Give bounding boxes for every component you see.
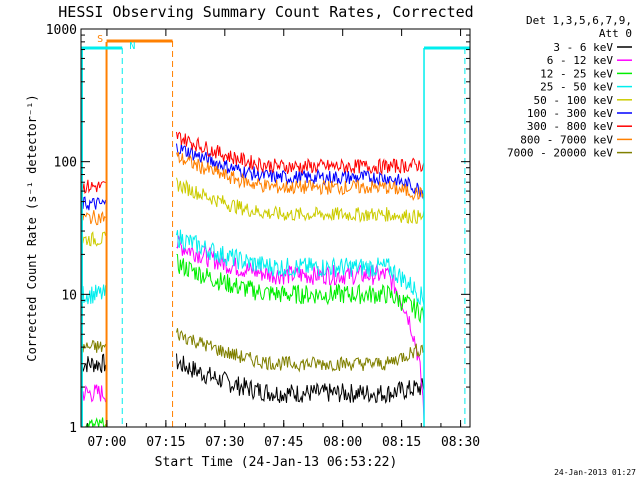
y-tick-label: 1000 xyxy=(46,23,77,38)
x-tick-label: 07:45 xyxy=(264,435,303,450)
x-tick-label: 07:30 xyxy=(205,435,244,450)
legend-entry-label: 6 - 12 keV xyxy=(547,54,614,67)
series-line xyxy=(80,151,425,226)
x-axis: 07:00 07:15 07:30 07:45 08:00 08:15 08:30 xyxy=(86,29,480,450)
legend-entry-label: 12 - 25 keV xyxy=(540,67,613,80)
legend-entry-label: 25 - 50 keV xyxy=(540,81,613,94)
legend-entry-label: 3 - 6 keV xyxy=(553,41,613,54)
legend-entry-label: 300 - 800 keV xyxy=(527,120,613,133)
legend-entry-label: 50 - 100 keV xyxy=(534,94,614,107)
y-axis-label: Corrected Count Rate (s⁻¹ detector⁻¹) xyxy=(25,94,39,361)
series-line xyxy=(80,177,425,247)
legend-entry-label: 7000 - 20000 keV xyxy=(507,147,613,160)
series-line xyxy=(80,143,425,211)
x-tick-label: 07:00 xyxy=(87,435,126,450)
footer-date: 24-Jan-2013 01:27 xyxy=(554,468,636,477)
x-axis-label: Start Time (24-Jan-13 06:53:22) xyxy=(155,455,398,470)
series-line xyxy=(80,328,425,373)
y-tick-label: 10 xyxy=(61,288,77,303)
x-tick-label: 07:15 xyxy=(146,435,185,450)
y-axis: 1 10 100 1000 xyxy=(46,23,470,436)
legend-header-line1: Det 1,3,5,6,7,9, xyxy=(526,14,632,27)
night-flag: N xyxy=(129,41,135,52)
chart-title: HESSI Observing Summary Count Rates, Cor… xyxy=(58,3,473,21)
legend-entry-label: 100 - 300 keV xyxy=(527,107,613,120)
plot-area: SN xyxy=(80,34,470,428)
legend-entry-label: 800 - 7000 keV xyxy=(520,133,613,146)
series-line xyxy=(80,131,425,194)
plot-frame xyxy=(80,28,471,428)
y-tick-label: 1 xyxy=(69,421,77,436)
legend-header-line2: Att 0 xyxy=(599,27,632,40)
series-line xyxy=(80,353,425,404)
x-tick-label: 08:30 xyxy=(441,435,480,450)
x-tick-label: 08:00 xyxy=(323,435,362,450)
y-tick-label: 100 xyxy=(54,156,77,171)
saa-flag: S xyxy=(97,34,103,45)
series-line xyxy=(80,235,425,421)
x-tick-label: 08:15 xyxy=(382,435,421,450)
series-line xyxy=(80,229,425,306)
